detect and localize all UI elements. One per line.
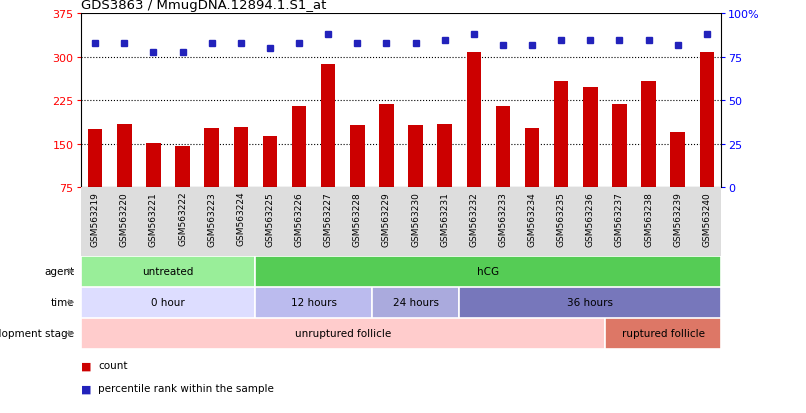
Bar: [459, 287, 721, 318]
Bar: [146, 143, 160, 188]
Bar: [612, 105, 627, 188]
Text: 24 hours: 24 hours: [393, 297, 438, 308]
Text: ■: ■: [81, 383, 91, 393]
Text: GSM563233: GSM563233: [498, 191, 508, 246]
Bar: [583, 88, 597, 188]
Bar: [496, 107, 510, 188]
Bar: [642, 82, 656, 188]
Text: GSM563221: GSM563221: [149, 191, 158, 246]
Text: GSM563240: GSM563240: [702, 191, 712, 246]
Text: GSM563231: GSM563231: [440, 191, 449, 246]
Text: time: time: [51, 297, 74, 308]
Bar: [292, 107, 306, 188]
Text: GSM563224: GSM563224: [236, 191, 245, 246]
Text: percentile rank within the sample: percentile rank within the sample: [98, 383, 274, 393]
Bar: [81, 287, 256, 318]
Text: GSM563222: GSM563222: [178, 191, 187, 246]
Text: GSM563230: GSM563230: [411, 191, 420, 246]
Text: GSM563237: GSM563237: [615, 191, 624, 246]
Bar: [205, 128, 219, 188]
Text: untreated: untreated: [143, 266, 193, 277]
Text: GSM563229: GSM563229: [382, 191, 391, 246]
Text: GDS3863 / MmugDNA.12894.1.S1_at: GDS3863 / MmugDNA.12894.1.S1_at: [81, 0, 326, 12]
Text: GSM563226: GSM563226: [294, 191, 304, 246]
Bar: [467, 53, 481, 188]
Text: ■: ■: [81, 361, 91, 370]
Text: unruptured follicle: unruptured follicle: [295, 328, 391, 339]
Text: GSM563232: GSM563232: [469, 191, 478, 246]
Text: GSM563227: GSM563227: [324, 191, 333, 246]
Text: ruptured follicle: ruptured follicle: [621, 328, 704, 339]
Text: GSM563239: GSM563239: [673, 191, 682, 246]
Bar: [175, 146, 190, 188]
Bar: [379, 105, 393, 188]
Text: count: count: [98, 361, 128, 370]
Text: GSM563238: GSM563238: [644, 191, 653, 246]
Bar: [438, 124, 452, 188]
Bar: [350, 126, 364, 188]
Text: GSM563219: GSM563219: [90, 191, 100, 246]
Bar: [81, 318, 604, 349]
Text: agent: agent: [44, 266, 74, 277]
Text: GSM563236: GSM563236: [586, 191, 595, 246]
Text: 36 hours: 36 hours: [567, 297, 613, 308]
Bar: [525, 128, 539, 188]
Bar: [81, 256, 256, 287]
Bar: [117, 124, 131, 188]
Text: GSM563225: GSM563225: [265, 191, 274, 246]
Bar: [256, 287, 372, 318]
Text: hCG: hCG: [477, 266, 500, 277]
Text: GSM563234: GSM563234: [528, 191, 537, 246]
Text: GSM563223: GSM563223: [207, 191, 216, 246]
Text: GSM563220: GSM563220: [120, 191, 129, 246]
Bar: [554, 82, 568, 188]
Text: GSM563235: GSM563235: [557, 191, 566, 246]
Bar: [88, 130, 102, 188]
Bar: [604, 318, 721, 349]
Text: development stage: development stage: [0, 328, 74, 339]
Text: 0 hour: 0 hour: [151, 297, 185, 308]
Text: 12 hours: 12 hours: [291, 297, 337, 308]
Bar: [321, 65, 335, 188]
Text: GSM563228: GSM563228: [353, 191, 362, 246]
Bar: [700, 53, 714, 188]
Bar: [234, 127, 248, 188]
Bar: [263, 137, 277, 188]
Bar: [256, 256, 721, 287]
Bar: [372, 287, 459, 318]
Bar: [671, 133, 685, 188]
Bar: [409, 126, 423, 188]
